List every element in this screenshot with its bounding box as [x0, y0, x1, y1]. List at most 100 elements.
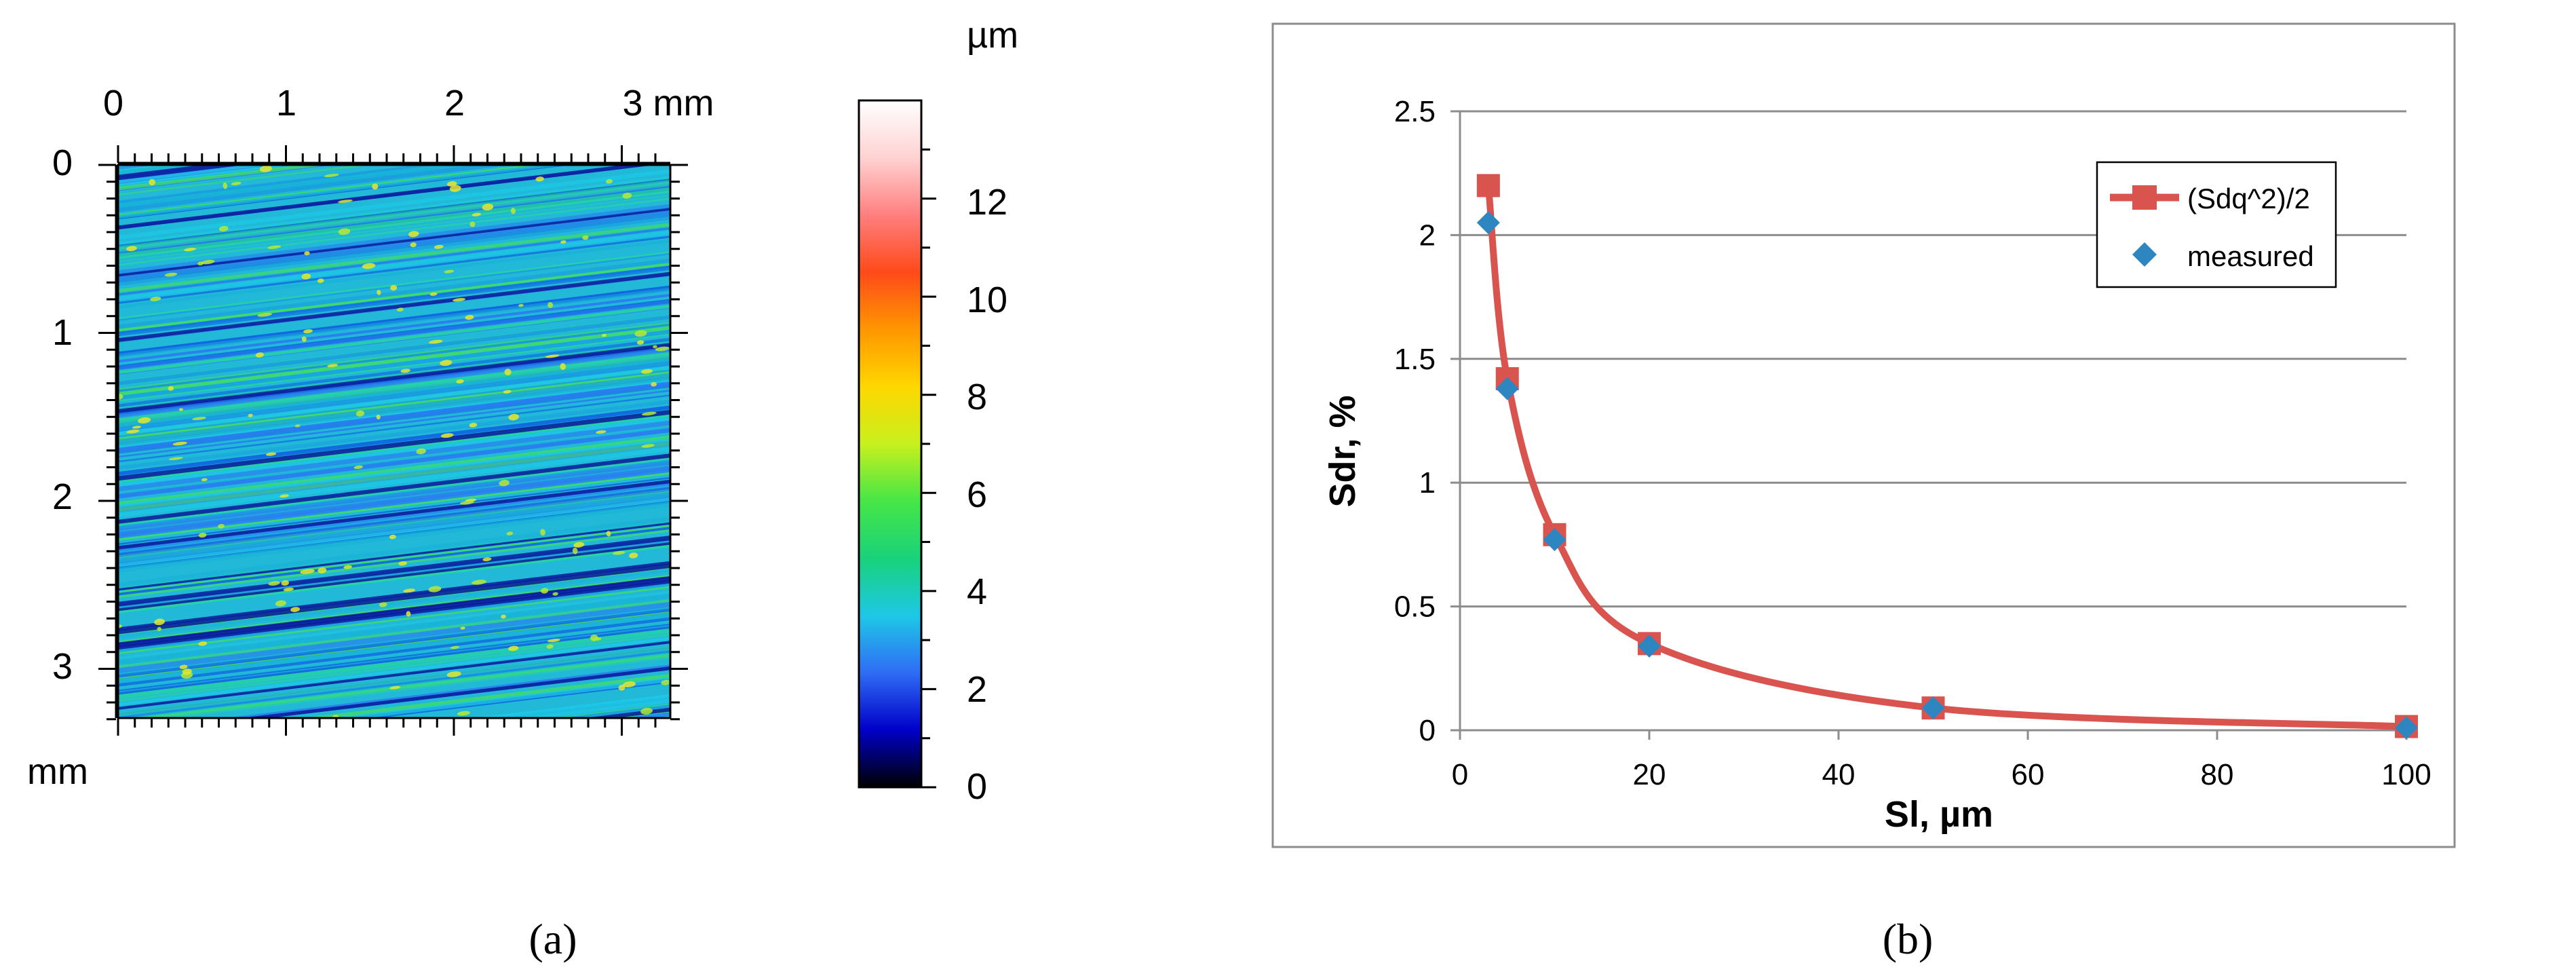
surface-streak [548, 703, 670, 718]
surface-peak [501, 614, 506, 619]
series-measured-point [1476, 211, 1500, 235]
panel-a-caption: (a) [528, 915, 577, 963]
surface-peak [118, 624, 122, 628]
surface-peak [379, 602, 387, 607]
surface-peak [560, 240, 566, 244]
surface-streak [118, 35, 670, 101]
surface-peak [372, 183, 379, 190]
surface-peak [602, 333, 607, 337]
surface-peak [428, 586, 442, 592]
surface-streak [118, 31, 670, 98]
surface-peak [629, 552, 638, 559]
surface-groove [118, 56, 670, 122]
legend-label-measured: measured [2187, 240, 2314, 272]
surface-peak [573, 542, 585, 548]
surface-peak [355, 410, 365, 417]
panel-a-y-tick-0: 0 [52, 143, 73, 183]
surface-streak [118, 633, 670, 702]
surface-groove [118, 535, 670, 607]
surface-streak [118, 31, 670, 98]
series-measured-point [1638, 634, 1661, 658]
surface-peak [281, 580, 289, 586]
surface-streak [118, 489, 670, 561]
surface-streak [118, 435, 670, 506]
surface-streak [118, 598, 670, 668]
surface-streak [118, 82, 670, 149]
surface-peak [218, 524, 225, 529]
surface-peak [465, 315, 474, 320]
surface-streak [118, 420, 670, 492]
surface-streak [118, 381, 670, 453]
surface-streak [118, 265, 670, 337]
surface-streak [118, 63, 670, 130]
surface-groove [118, 88, 670, 155]
panel-a-x-tick-3: 3 mm [623, 83, 714, 124]
surface-peak [390, 284, 398, 291]
surface-peak [178, 408, 184, 411]
surface-peak [410, 242, 417, 248]
surface-streak [118, 617, 670, 687]
legend-marker-measured [2132, 242, 2157, 267]
surface-peak [613, 550, 626, 555]
surface-streak [118, 329, 670, 402]
surface-peak [317, 278, 324, 283]
surface-streak [118, 613, 670, 684]
surface-streak [118, 352, 670, 423]
legend-marker-sdq [2132, 185, 2157, 210]
surface-peak [651, 381, 657, 387]
panel-a-y-unit: mm [27, 751, 88, 792]
surface-streak [118, 456, 670, 526]
surface-streak [118, 48, 670, 115]
surface-streak [118, 495, 670, 564]
surface-streak [118, 362, 670, 432]
surface-peak [265, 452, 277, 456]
surface-groove [118, 577, 670, 647]
surface-peak [622, 192, 632, 199]
surface-peak [327, 364, 338, 368]
chart-x-tick-label: 0 [1452, 758, 1468, 791]
surface-peak [661, 679, 670, 685]
surface-streak [118, 178, 670, 248]
surface-peak [389, 534, 396, 540]
surface-peak [318, 567, 327, 573]
surface-peak [457, 711, 470, 716]
surface-streak [118, 228, 670, 296]
surface-streak [118, 574, 670, 643]
surface-peak [535, 176, 544, 182]
colorbar-scale [858, 99, 923, 789]
panel-a-y-tick-2: 2 [52, 476, 73, 517]
panel-b-chart: 00.511.522.5 0 20 40 60 80 100 Sl, µm Sdr, % … [1271, 22, 2456, 963]
chart-x-axis-label: Sl, µm [1885, 794, 1993, 835]
surface-streak [118, 215, 670, 286]
surface-streak [118, 476, 670, 546]
surface-peak [453, 298, 465, 302]
surface-groove [118, 165, 245, 181]
surface-peak [545, 354, 560, 358]
surface-peak [429, 292, 438, 296]
surface-peak [172, 441, 187, 446]
surface-peak [164, 272, 178, 277]
chart-y-tick-label: 2.5 [1394, 95, 1436, 128]
surface-peak [546, 644, 554, 649]
surface-streak [118, 54, 670, 121]
surface-groove [118, 580, 670, 650]
surface-streak [118, 239, 670, 309]
surface-streak [118, 337, 670, 407]
chart-y-tick-labels: 0 0.5 1 1.5 2 2.5 [1394, 95, 1436, 747]
surface-groove [118, 563, 670, 635]
surface-streak [653, 715, 670, 718]
surface-groove [118, 542, 670, 611]
panel-a-x-axis: 0 1 2 3 mm [103, 83, 714, 736]
surface-streak [301, 673, 670, 718]
surface-peak [540, 529, 545, 536]
surface-peak [126, 246, 137, 252]
surface-peak [641, 444, 655, 448]
surface-streak [516, 699, 670, 718]
surface-streak [118, 365, 670, 436]
chart-y-tick-label: 0 [1419, 714, 1436, 747]
surface-peak [376, 415, 381, 420]
surface-streak [118, 68, 670, 134]
surface-peak [389, 685, 401, 690]
surface-streak [118, 72, 670, 138]
